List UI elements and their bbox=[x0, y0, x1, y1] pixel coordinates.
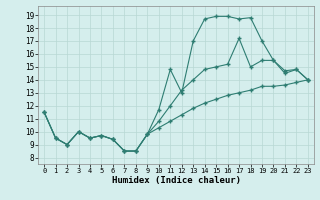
X-axis label: Humidex (Indice chaleur): Humidex (Indice chaleur) bbox=[111, 176, 241, 185]
